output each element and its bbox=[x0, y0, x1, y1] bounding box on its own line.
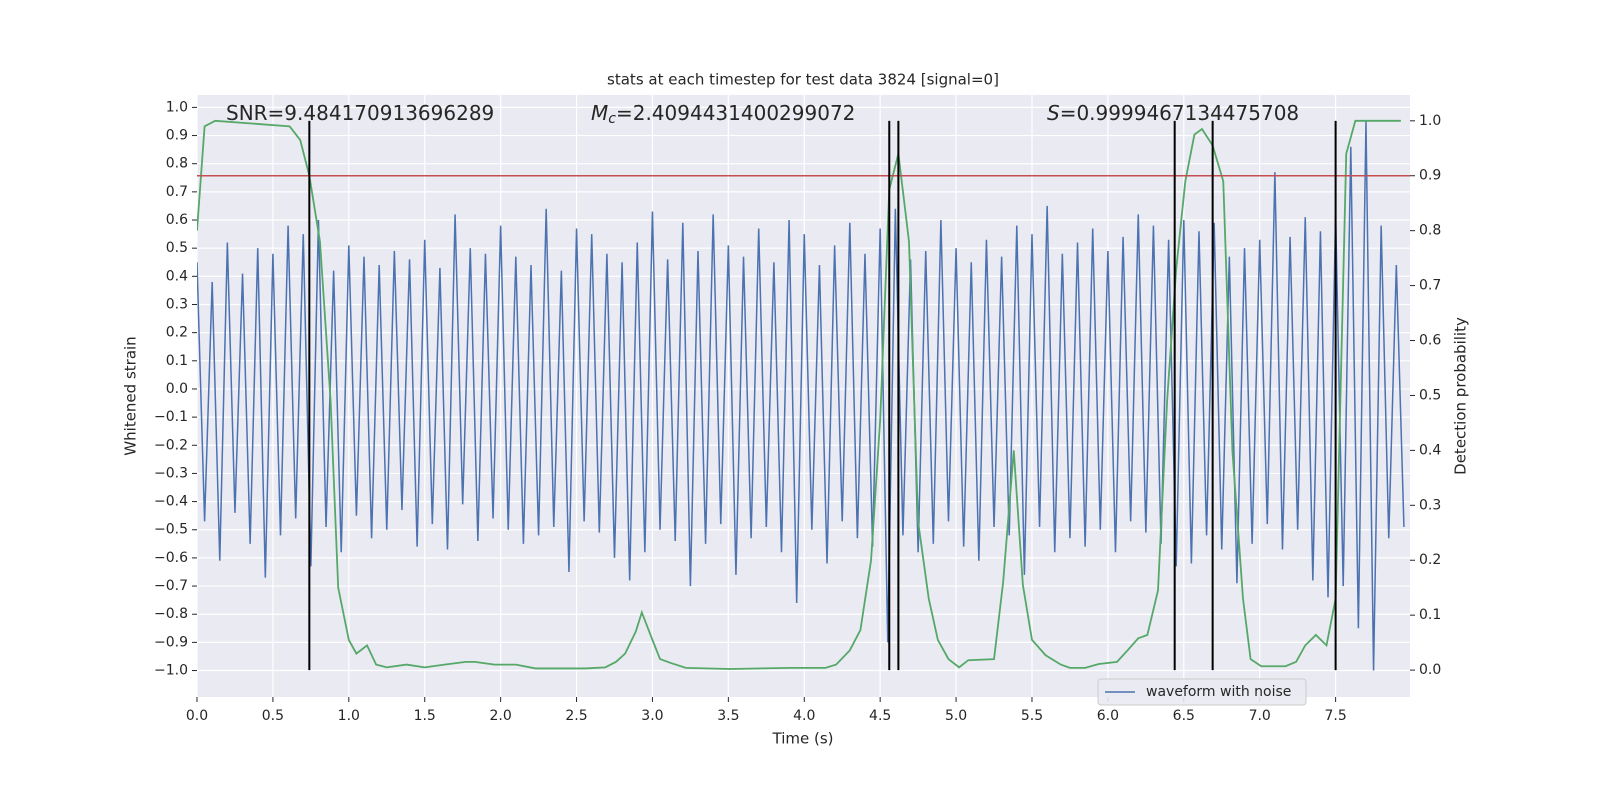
y-tick-label: 0.8 bbox=[166, 156, 188, 172]
y-tick-label: −1.0 bbox=[154, 663, 188, 679]
y-tick-label: −0.2 bbox=[154, 437, 188, 453]
annotation: SNR=9.484170913696289 bbox=[226, 101, 494, 125]
waveform-line bbox=[197, 121, 1405, 671]
y-tick-label: 0.6 bbox=[166, 212, 188, 228]
x-tick-label: 3.5 bbox=[717, 708, 739, 724]
x-tick-label: 2.0 bbox=[489, 708, 511, 724]
x-tick-label: 5.0 bbox=[945, 708, 967, 724]
plot-area bbox=[197, 95, 1410, 697]
x-tick-label: 4.0 bbox=[793, 708, 815, 724]
annotation-symbol: M bbox=[591, 101, 608, 125]
y-tick-label: 0.5 bbox=[166, 240, 188, 256]
y2-tick-label: 0.2 bbox=[1419, 552, 1441, 568]
annotation-text: =0.9999467134475708 bbox=[1060, 101, 1299, 125]
y-axis-label: Whitened strain bbox=[122, 336, 140, 455]
annotation-symbol: S bbox=[1047, 101, 1060, 125]
y-tick-label: 1.0 bbox=[166, 99, 188, 115]
y2-tick-label: 0.4 bbox=[1419, 442, 1441, 458]
y-tick-label: 0.3 bbox=[166, 296, 188, 312]
x-tick-label: 5.5 bbox=[1021, 708, 1043, 724]
x-tick-label: 2.5 bbox=[565, 708, 587, 724]
y-tick-label: −0.5 bbox=[154, 522, 188, 538]
y-tick-label: 0.4 bbox=[166, 268, 188, 284]
x-tick-label: 7.5 bbox=[1324, 708, 1346, 724]
y2-tick-label: 0.7 bbox=[1419, 278, 1441, 294]
y-tick-label: −0.3 bbox=[154, 465, 188, 481]
x-tick-label: 1.5 bbox=[414, 708, 436, 724]
y2-tick-label: 0.0 bbox=[1419, 662, 1441, 678]
x-tick-label: 0.5 bbox=[262, 708, 284, 724]
y2-axis-label: Detection probability bbox=[1452, 317, 1470, 475]
y2-tick-label: 0.5 bbox=[1419, 387, 1441, 403]
y-tick-label: −0.4 bbox=[154, 494, 188, 510]
x-tick-label: 6.0 bbox=[1097, 708, 1119, 724]
y2-tick-label: 0.9 bbox=[1419, 168, 1441, 184]
y-tick-label: 0.1 bbox=[166, 353, 188, 369]
y-tick-label: 0.2 bbox=[166, 325, 188, 341]
x-tick-label: 3.0 bbox=[641, 708, 663, 724]
labels: 0.0 0.5 1.0 1.5 2.0 2.5 3.0 3.5 4.0 4.5 5.0 5.5 6.0 6… bbox=[154, 99, 1441, 724]
x-tick-label: 1.0 bbox=[338, 708, 360, 724]
chart-title: stats at each timestep for test data 382… bbox=[607, 71, 999, 89]
y-tick-label: −0.7 bbox=[154, 578, 188, 594]
marks bbox=[197, 119, 1410, 671]
y-tick-label: 0.0 bbox=[166, 381, 188, 397]
annotation: S=0.9999467134475708 bbox=[1047, 101, 1299, 125]
x-tick-label: 7.0 bbox=[1249, 708, 1271, 724]
x-axis-label: Time (s) bbox=[772, 730, 834, 748]
x-tick-label: 6.5 bbox=[1173, 708, 1195, 724]
y-tick-label: −0.8 bbox=[154, 606, 188, 622]
probability-line bbox=[197, 119, 1401, 670]
y2-tick-label: 0.8 bbox=[1419, 223, 1441, 239]
y2-tick-label: 0.3 bbox=[1419, 497, 1441, 513]
y2-tick-label: 1.0 bbox=[1419, 113, 1441, 129]
annotation: Mc=2.4094431400299072 bbox=[591, 101, 855, 128]
y-tick-label: −0.1 bbox=[154, 409, 188, 425]
y-tick-label: 0.9 bbox=[166, 128, 188, 144]
annotation-text: SNR=9.484170913696289 bbox=[226, 101, 494, 125]
y2-tick-label: 0.6 bbox=[1419, 333, 1441, 349]
x-tick-label: 0.0 bbox=[186, 708, 208, 724]
legend-box bbox=[1097, 678, 1307, 706]
y-tick-label: 0.7 bbox=[166, 184, 188, 200]
annotation-text: =2.4094431400299072 bbox=[616, 101, 855, 125]
x-tick-label: 4.5 bbox=[869, 708, 891, 724]
legend-label: waveform with noise bbox=[1146, 684, 1291, 700]
y-tick-label: −0.6 bbox=[154, 550, 188, 566]
y-tick-label: −0.9 bbox=[154, 634, 188, 650]
y2-tick-label: 0.1 bbox=[1419, 607, 1441, 623]
annotation-subscript: c bbox=[608, 111, 616, 127]
